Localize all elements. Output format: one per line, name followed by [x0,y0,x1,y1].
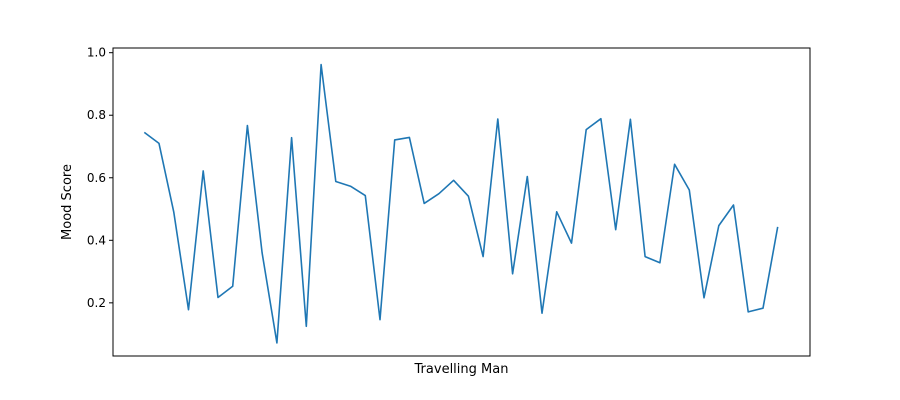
plot-frame [112,47,811,357]
x-axis-label: Travelling Man [414,362,509,377]
y-tick-label: 0.6 [87,171,106,185]
y-tick-label: 0.8 [87,108,106,122]
y-tick-label: 0.2 [87,296,106,310]
series-line [143,63,779,344]
y-tick-label: 0.4 [87,233,106,247]
y-tick-label: 1.0 [87,46,106,60]
y-axis-ticks: 0.2 0.4 0.6 0.8 1.0 [87,46,113,310]
y-axis-label: Mood Score [60,164,75,240]
